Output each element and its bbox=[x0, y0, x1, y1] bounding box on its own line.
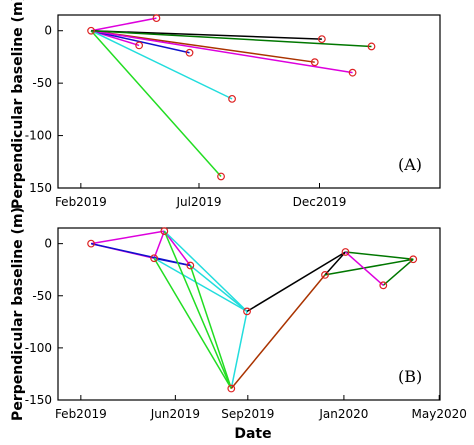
baseline-pair-line bbox=[153, 257, 248, 313]
baseline-pair-line bbox=[189, 264, 248, 312]
baseline-pair-line bbox=[382, 258, 414, 286]
y-axis-title-bottom: Perpendicular baseline (m) bbox=[10, 207, 26, 421]
y-tick-label: -100 bbox=[25, 341, 52, 355]
baseline-pair-line bbox=[163, 230, 248, 312]
acquisition-point bbox=[409, 255, 418, 264]
x-tick-label: May2020 bbox=[412, 407, 467, 421]
acquisition-point bbox=[87, 239, 95, 248]
acquisition-point bbox=[367, 42, 376, 51]
x-axis-title: Date bbox=[234, 426, 271, 442]
baseline-pair-line bbox=[90, 30, 222, 177]
x-tick-label: Dec2019 bbox=[293, 195, 347, 209]
baseline-pair-line bbox=[163, 230, 191, 266]
acquisition-point bbox=[135, 41, 144, 50]
baseline-pair-line bbox=[153, 257, 191, 267]
acquisition-point bbox=[317, 35, 326, 44]
baseline-pair-line bbox=[230, 311, 248, 389]
baseline-pair-line bbox=[90, 30, 233, 100]
acquisition-point bbox=[185, 48, 194, 57]
acquisition-point bbox=[150, 254, 158, 263]
x-tick-label: Sep2019 bbox=[221, 407, 274, 421]
baseline-pair-line bbox=[91, 29, 372, 48]
acquisition-point bbox=[348, 68, 357, 77]
y-tick-label: -100 bbox=[25, 129, 52, 143]
acquisition-point bbox=[217, 172, 225, 181]
baseline-pair-line bbox=[324, 251, 347, 276]
acquisition-point bbox=[321, 271, 329, 279]
y-tick-label: 0 bbox=[44, 24, 52, 38]
acquisition-point bbox=[379, 281, 388, 290]
panel-label-b: (B) bbox=[398, 367, 422, 386]
acquisition-point bbox=[310, 58, 319, 67]
baseline-pair-line bbox=[246, 251, 346, 313]
x-tick-label: Feb2019 bbox=[55, 195, 107, 209]
baseline-pair-line bbox=[153, 257, 232, 389]
baseline-pair-line bbox=[230, 274, 326, 390]
baseline-pair-line bbox=[90, 230, 165, 245]
y-tick-label: -50 bbox=[32, 289, 52, 303]
acquisition-point bbox=[87, 26, 95, 35]
x-tick-label: Jan2020 bbox=[318, 407, 368, 421]
acquisition-point bbox=[160, 227, 169, 236]
baseline-pair-line bbox=[324, 258, 414, 276]
acquisition-point bbox=[341, 248, 350, 256]
acquisition-point bbox=[186, 261, 195, 270]
baseline-pair-line bbox=[90, 17, 157, 32]
x-tick-label: Jul2019 bbox=[175, 195, 221, 209]
x-tick-label: Jun2019 bbox=[150, 407, 200, 421]
acquisition-point bbox=[243, 307, 251, 316]
y-tick-label: 0 bbox=[44, 237, 52, 251]
y-tick-label: -50 bbox=[32, 76, 52, 90]
panel-label-a: (A) bbox=[398, 155, 422, 174]
baseline-pair-line bbox=[345, 251, 414, 261]
acquisition-point bbox=[152, 14, 161, 23]
baseline-pair-line bbox=[344, 251, 384, 286]
plot-area-a bbox=[57, 14, 441, 189]
baseline-pair-line bbox=[91, 29, 322, 40]
y-axis-title-top: Perpendicular baseline (m) bbox=[10, 0, 26, 209]
baseline-pair-line bbox=[189, 265, 232, 389]
y-tick-label: 150 bbox=[29, 181, 52, 195]
baseline-pair-line bbox=[163, 230, 232, 389]
x-tick-label: Feb2019 bbox=[55, 407, 107, 421]
baseline-pair-line bbox=[153, 230, 166, 259]
baseline-pair-line bbox=[90, 29, 353, 74]
acquisition-point bbox=[228, 94, 236, 103]
y-tick-label: -150 bbox=[25, 393, 52, 407]
acquisition-point bbox=[227, 384, 236, 393]
